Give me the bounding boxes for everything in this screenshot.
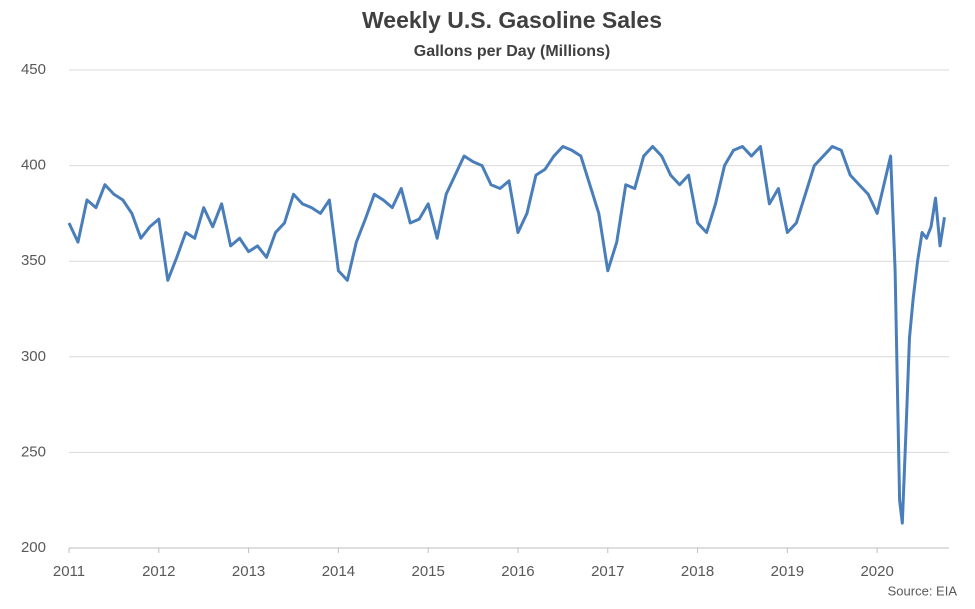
chart-title: Weekly U.S. Gasoline Sales [362, 7, 662, 33]
y-tick-label: 350 [21, 252, 46, 269]
x-tick-label: 2015 [411, 563, 444, 580]
x-tick-label: 2016 [501, 563, 534, 580]
x-tick-label: 2011 [53, 563, 85, 580]
x-tick-label: 2012 [142, 563, 175, 580]
x-tick-label: 2019 [771, 563, 804, 580]
x-tick-label: 2017 [591, 563, 624, 580]
x-tick-label: 2020 [860, 563, 893, 580]
data-line [67, 144, 946, 525]
y-tick-label: 250 [21, 443, 46, 460]
y-tick-label: 200 [21, 539, 46, 556]
y-tick-label: 400 [21, 157, 46, 174]
x-tick-label: 2014 [322, 563, 355, 580]
x-tick-label: 2018 [681, 563, 714, 580]
source-note: Source: EIA [888, 583, 958, 598]
y-tick-label: 300 [21, 348, 46, 365]
y-tick-label: 450 [21, 61, 46, 78]
chart-subtitle: Gallons per Day (Millions) [414, 43, 610, 60]
x-tick-label: 2013 [232, 563, 265, 580]
